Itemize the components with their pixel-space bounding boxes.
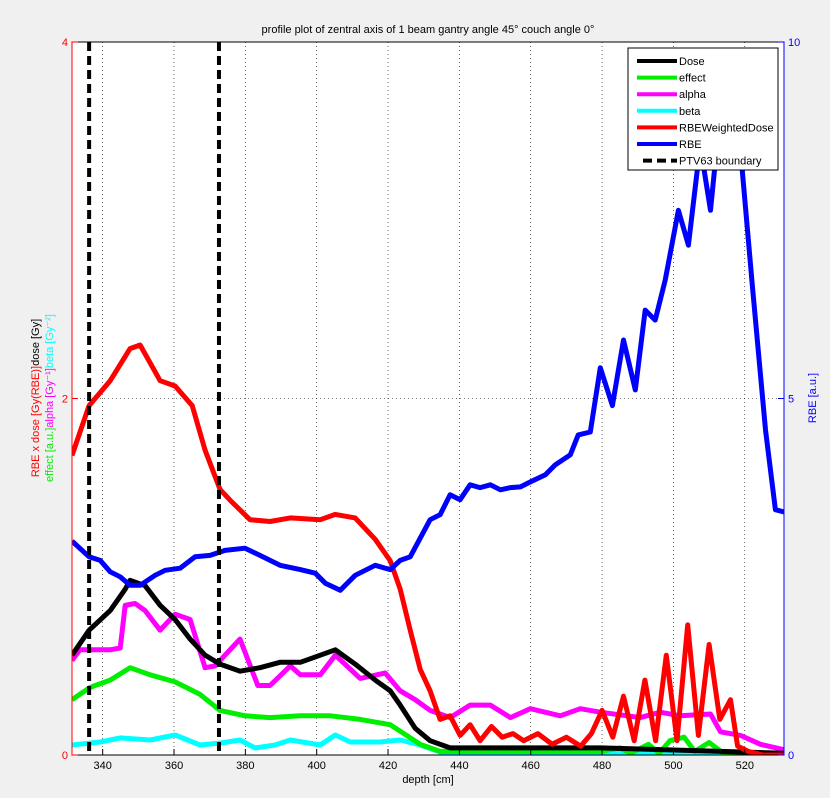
right-y-tick-label: 5 <box>788 394 794 406</box>
series-line-alpha <box>72 601 784 753</box>
series-line-rbe <box>72 93 784 593</box>
x-tick-label: 520 <box>736 760 754 772</box>
ticks: 340 360 380 400 420 440 460 480 500 520 0 2 4 0 5 10 <box>62 37 800 772</box>
y-label-part: beta [Gy⁻²] <box>44 314 56 368</box>
series-line-beta <box>72 732 784 755</box>
chart-title: profile plot of zentral axis of 1 beam g… <box>262 24 595 36</box>
series-group <box>72 42 784 755</box>
legend-label: alpha <box>679 89 707 101</box>
right-y-axis-label: RBE [a.u.] <box>807 373 819 423</box>
x-tick-label: 420 <box>379 760 397 772</box>
x-axis-label: depth [cm] <box>402 774 453 786</box>
x-tick-label: 500 <box>664 760 682 772</box>
series-line-effect <box>72 665 784 755</box>
series-line-dose <box>72 577 784 755</box>
left-y-axis-label-line2: effect [a.u.]alpha [Gy⁻¹]beta [Gy⁻²] <box>44 314 56 482</box>
y-label-part: alpha [Gy⁻¹] <box>44 368 56 428</box>
x-tick-label: 340 <box>93 760 111 772</box>
legend-label: PTV63 boundary <box>679 156 762 168</box>
y-label-part: RBE x dose [Gy(RBE)] <box>30 366 42 477</box>
x-tick-label: 480 <box>593 760 611 772</box>
legend: Dose effect alpha beta RBEWeightedDose RBE PTV… <box>627 47 779 171</box>
y-label-part: effect [a.u.] <box>44 428 56 482</box>
x-tick-label: 380 <box>236 760 254 772</box>
legend-label: beta <box>679 106 701 118</box>
x-tick-label: 440 <box>450 760 468 772</box>
legend-label: RBE <box>679 139 702 151</box>
left-y-tick-label: 4 <box>62 37 68 49</box>
left-y-axis-label-line1: RBE x dose [Gy(RBE)]dose [Gy] <box>30 319 42 477</box>
left-y-tick-label: 2 <box>62 394 68 406</box>
x-tick-label: 360 <box>165 760 183 772</box>
y-label-part: dose [Gy] <box>30 319 42 366</box>
legend-label: effect <box>679 73 706 85</box>
right-y-tick-label: 10 <box>788 37 800 49</box>
left-y-tick-label: 0 <box>62 750 68 762</box>
right-y-tick-label: 0 <box>788 750 794 762</box>
grid <box>72 42 784 755</box>
legend-label: Dose <box>679 56 705 68</box>
legend-label: RBEWeightedDose <box>679 122 774 134</box>
x-tick-label: 400 <box>308 760 326 772</box>
x-tick-label: 460 <box>522 760 540 772</box>
